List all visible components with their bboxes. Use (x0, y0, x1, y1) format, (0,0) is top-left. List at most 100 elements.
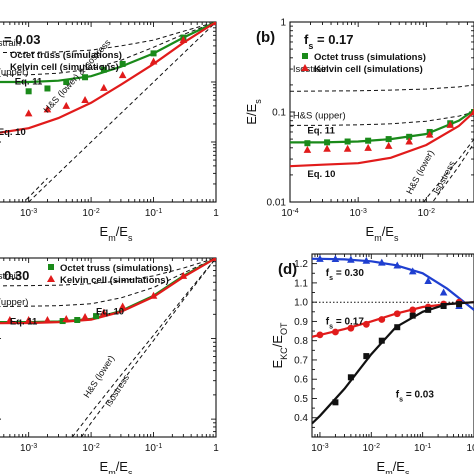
x-tick-label: 10-3 (349, 208, 366, 220)
data-point-square (119, 60, 126, 67)
data-point-triangle (24, 109, 33, 117)
data-point-triangle (62, 314, 71, 322)
legend-marker-square (48, 264, 54, 270)
x-tick-label: 10-2 (82, 208, 99, 220)
x-tick-label: 10-3 (20, 208, 37, 220)
data-point-circle (378, 316, 386, 323)
data-point-square (456, 301, 463, 308)
y-tick-label: 0.6 (294, 375, 308, 386)
data-point-triangle (81, 313, 89, 321)
data-point-square (347, 374, 354, 381)
data-point-circle (316, 331, 324, 339)
data-point-triangle (470, 108, 474, 115)
data-point-circle (332, 328, 339, 336)
data-point-square (150, 50, 157, 57)
data-point-square (365, 137, 372, 144)
data-point-circle (409, 306, 417, 314)
series-dashed-3 (432, 142, 474, 202)
y-axis-label: E/Es (244, 99, 263, 125)
series-dashed-1 (0, 258, 216, 307)
panel-c: 10-3 10-2 10-1 1 Em/Es strain (upper) Eq. 10 Eq.… (0, 257, 219, 474)
data-point-triangle (362, 256, 371, 264)
data-point-triangle (316, 254, 324, 262)
data-point-triangle (149, 57, 158, 65)
data-point-triangle (439, 288, 448, 296)
data-point-square (63, 79, 70, 85)
legend-label: Kelvin cell (simulations) (10, 62, 119, 73)
data-point-circle (347, 324, 355, 332)
y-tick-label: 1 (280, 18, 286, 29)
data-point-triangle (212, 22, 216, 25)
series-dashed-2 (423, 138, 474, 202)
panel-d: 10-3 10-2 10-1 100 0.4 0.5 0.6 0.7 0.8 0.9 1.0 1.1 1… (270, 253, 474, 474)
annotation-label: Eq. 10 (96, 306, 124, 317)
data-point-triangle (118, 302, 127, 310)
plot-frame (0, 257, 217, 438)
x-tick-label: 10-1 (145, 443, 162, 455)
data-point-triangle (81, 96, 89, 104)
data-point-circle (393, 310, 401, 318)
y-tick-label: 0.9 (294, 317, 308, 328)
data-point-square (344, 138, 351, 145)
y-tick-label: 0.1 (272, 108, 286, 119)
data-point-triangle (118, 71, 127, 79)
data-point-triangle (384, 141, 393, 149)
data-point-triangle (149, 291, 158, 299)
annotation-label: Eq. 10 (0, 127, 26, 138)
annotation-label: strain (0, 38, 21, 49)
rotated-annotation: H&S (lower) & isostress (42, 37, 113, 115)
x-tick-label: 10-2 (82, 443, 99, 455)
series-line-5 (0, 22, 216, 134)
series-group (312, 254, 474, 425)
annotation-label: Eq. 10 (307, 169, 335, 180)
series-dashed-1 (290, 111, 474, 126)
legend-label: Octet truss (simulations) (10, 50, 122, 61)
series-line-5 (290, 111, 474, 168)
panel-b: 10-4 10-3 10-2 0.01 0.1 1 Em/Es E/Es (b) Isostrai… (244, 18, 474, 243)
rotated-annotation: Isostress (431, 159, 457, 196)
data-point-square (324, 139, 331, 146)
annotation-label: strain (0, 271, 21, 282)
annotation-label: Eq. 11 (15, 77, 43, 88)
y-tick-label: 1.1 (294, 278, 308, 289)
data-point-triangle (424, 276, 432, 284)
legend-marker-square (302, 53, 308, 59)
data-point-triangle (179, 271, 188, 279)
y-tick-label: 0.01 (267, 198, 287, 209)
rotated-annotation: H&S (lower) (404, 148, 436, 196)
data-point-triangle (303, 145, 312, 153)
x-axis-label: Em/Es (100, 459, 133, 474)
fs-tag: fs = 0.17 (326, 316, 365, 330)
data-point-square (44, 85, 51, 92)
data-point-triangle (24, 315, 33, 323)
series-dashed-1 (0, 22, 216, 76)
fs-label: fs = 0.17 (304, 32, 354, 51)
legend-marker-triangle (301, 64, 309, 71)
y-tick-label: 1.0 (294, 298, 308, 309)
legend-label: Kelvin cell (simulations) (314, 64, 423, 75)
x-tick-label: 100 (466, 443, 474, 455)
legend-label: Octet truss (simulations) (60, 263, 172, 274)
annotation-label: Eq. 11 (307, 125, 335, 136)
fs-label: = 0.03 (4, 32, 41, 47)
data-point-triangle (212, 258, 216, 261)
series-dashed-0 (0, 22, 216, 53)
series-dashed-3 (80, 258, 216, 437)
x-tick-label: 10-4 (281, 208, 298, 220)
data-point-triangle (6, 315, 14, 323)
data-point-triangle (347, 255, 355, 263)
y-tick-label: 0.8 (294, 336, 308, 347)
y-tick-label: 1.2 (294, 259, 308, 270)
y-tick-label: 0.7 (294, 355, 308, 366)
data-point-square (406, 133, 413, 140)
x-axis-label: Em/Es (366, 224, 399, 243)
data-point-square (425, 306, 432, 313)
data-point-triangle (343, 144, 352, 152)
data-point-square (304, 140, 311, 147)
series-group (0, 22, 216, 202)
series-group (0, 258, 216, 437)
data-point-triangle (425, 130, 434, 138)
data-point-square (59, 318, 66, 325)
data-point-triangle (179, 36, 188, 44)
